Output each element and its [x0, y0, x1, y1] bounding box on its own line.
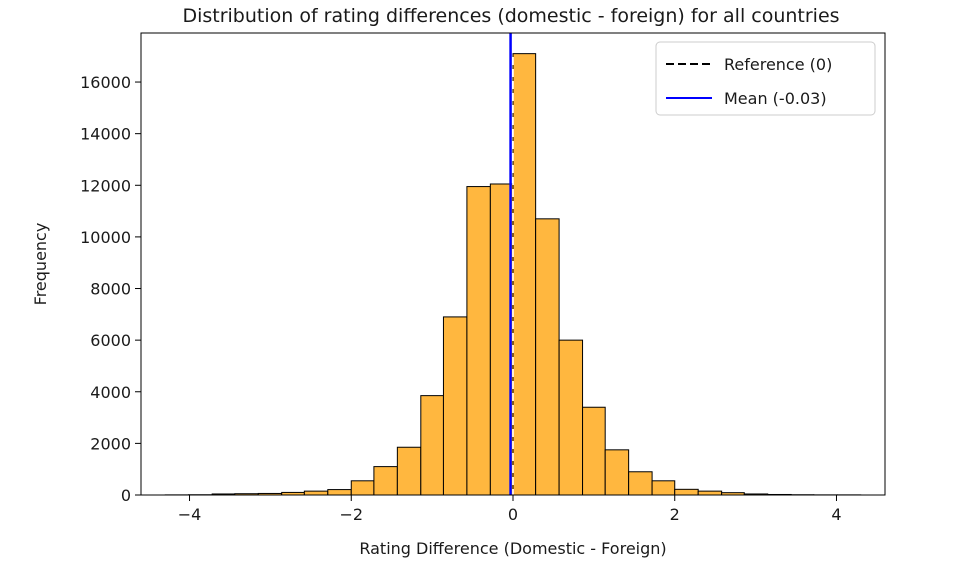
histogram-bar: [651, 480, 676, 496]
y-axis: 0 2000 4000 6000 8000 10000 12000 14000 16000: [80, 73, 141, 505]
histogram-bar: [558, 339, 584, 496]
x-tick-label: −4: [178, 505, 202, 524]
y-tick-label: 0: [121, 486, 131, 505]
bars-layer: [164, 53, 862, 496]
x-axis-title: Rating Difference (Domestic - Foreign): [359, 539, 666, 558]
histogram-bar: [303, 490, 329, 496]
histogram-bar: [373, 466, 398, 496]
x-tick-label: 4: [831, 505, 841, 524]
histogram-bar: [396, 446, 422, 496]
histogram-bar: [350, 480, 375, 496]
legend: Reference (0) Mean (-0.03): [655, 41, 876, 116]
histogram-bar: [512, 53, 537, 496]
y-tick-label: 6000: [90, 331, 131, 350]
chart-title: Distribution of rating differences (dome…: [182, 5, 839, 27]
histogram-bar: [697, 490, 723, 496]
y-tick-label: 10000: [80, 228, 131, 247]
y-tick-label: 12000: [80, 176, 131, 195]
histogram-bar: [674, 488, 699, 496]
legend-mean-label: Mean (-0.03): [724, 89, 827, 108]
reference-lines-layer: [509, 33, 514, 495]
x-tick-label: 0: [508, 505, 518, 524]
legend-box: [655, 41, 876, 116]
histogram-bar: [442, 316, 468, 496]
y-tick-label: 4000: [90, 383, 131, 402]
y-tick-label: 8000: [90, 280, 131, 299]
histogram-bar: [466, 186, 491, 496]
y-tick-label: 14000: [80, 125, 131, 144]
x-tick-label: −2: [339, 505, 363, 524]
histogram-bar: [628, 471, 653, 496]
y-tick-label: 2000: [90, 434, 131, 453]
histogram-bar: [327, 489, 352, 496]
y-tick-label: 16000: [80, 73, 131, 92]
histogram-bar: [535, 218, 560, 496]
histogram-bar: [582, 406, 606, 496]
x-axis: −4 −2 0 2 4: [178, 495, 842, 524]
histogram-bar: [420, 395, 444, 496]
y-axis-title: Frequency: [31, 223, 50, 306]
histogram-bar: [604, 449, 630, 496]
legend-reference-label: Reference (0): [724, 55, 832, 74]
x-tick-label: 2: [670, 505, 680, 524]
